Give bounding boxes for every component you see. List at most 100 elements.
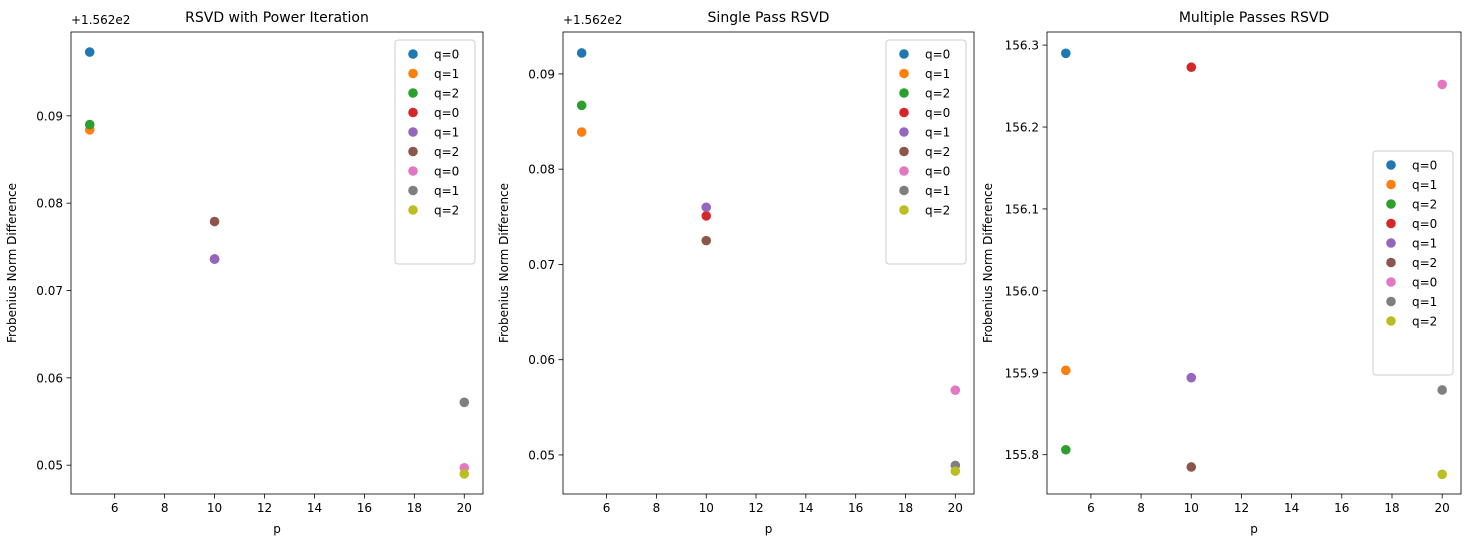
x-tick-label: 18 [1384, 501, 1399, 515]
data-point [1061, 48, 1071, 59]
legend-marker [408, 146, 418, 157]
legend-marker [408, 88, 418, 98]
legend-label: q=0 [925, 48, 950, 62]
data-point [1186, 372, 1197, 383]
legend-label: q=0 [1412, 159, 1437, 173]
legend-marker [899, 127, 909, 137]
data-point [701, 235, 712, 246]
data-point [950, 385, 961, 395]
legend: q=0 q=1 q=2 q=0 q=1 q=2 q=0 q=1 q=2 [885, 39, 967, 265]
x-tick-label: 12 [748, 501, 763, 515]
legend-label: q=1 [434, 184, 459, 198]
legend: q=0 q=1 q=2 q=0 q=1 q=2 q=0 q=1 q=2 [1372, 150, 1454, 376]
y-axis-label: Frobenius Norm Difference [5, 183, 19, 343]
y-tick-label: 0.06 [528, 353, 555, 367]
legend-label: q=0 [925, 165, 950, 179]
y-tick-label: 0.09 [528, 67, 555, 81]
legend-marker [1386, 257, 1396, 268]
x-tick-label: 10 [699, 501, 714, 515]
legend-label: q=2 [925, 87, 950, 101]
data-point [576, 127, 587, 137]
x-tick-label: 8 [1137, 501, 1145, 515]
legend-marker [1386, 316, 1396, 326]
y-tick-label: 0.09 [36, 109, 63, 123]
data-point [576, 100, 587, 111]
subplot-1: RSVD with Power Iteration +1.562e2 6 8 10 12 1… [5, 10, 484, 536]
legend-label: q=2 [1412, 256, 1437, 270]
y-tick-label: 0.05 [528, 448, 555, 462]
data-point [1061, 365, 1071, 376]
legend-marker [1386, 296, 1396, 307]
x-tick-label: 20 [948, 501, 963, 515]
legend-marker [899, 107, 909, 118]
y-tick-label: 156.0 [1005, 284, 1039, 298]
x-tick-label: 6 [603, 501, 611, 515]
x-axis-label: p [765, 522, 773, 536]
axes-frame [1046, 31, 1462, 495]
legend-marker [899, 68, 909, 79]
legend-marker [899, 185, 909, 196]
x-tick-label: 6 [1087, 501, 1095, 515]
y-offset-label: +1.562e2 [71, 13, 130, 27]
x-tick-label: 14 [798, 501, 813, 515]
subplot-3: Multiple Passes RSVD 6 8 10 12 14 16 18 20 155.8 1… [981, 10, 1462, 536]
y-offset-label: +1.562e2 [563, 13, 622, 27]
legend-marker [1386, 218, 1396, 229]
x-tick-label: 8 [161, 501, 169, 515]
x-tick-label: 6 [111, 501, 119, 515]
legend-label: q=1 [434, 67, 459, 81]
x-tick-label: 16 [357, 501, 372, 515]
axes-frame [562, 31, 975, 495]
legend-label: q=0 [434, 165, 459, 179]
data-point [209, 216, 220, 227]
chart-title: Single Pass RSVD [708, 10, 830, 26]
legend-label: q=1 [1412, 295, 1437, 309]
x-tick-label: 14 [307, 501, 322, 515]
legend-marker [408, 127, 418, 137]
legend-marker [1386, 179, 1396, 190]
legend-label: q=1 [434, 126, 459, 140]
data-point [1437, 469, 1447, 480]
legend-label: q=0 [1412, 276, 1437, 290]
data-point [459, 469, 470, 479]
legend-label: q=2 [1412, 198, 1437, 212]
legend: q=0 q=1 q=2 q=0 q=1 q=2 q=0 q=1 q=2 [394, 39, 476, 265]
x-axis-label: p [1250, 522, 1258, 536]
y-tick-label: 0.05 [36, 459, 63, 473]
y-tick-label: 156.3 [1005, 39, 1039, 53]
legend-label: q=1 [925, 184, 950, 198]
legend-marker [408, 107, 418, 118]
legend-label: q=2 [434, 87, 459, 101]
legend-label: q=2 [1412, 315, 1437, 329]
data-point [701, 202, 712, 213]
y-tick-label: 155.9 [1005, 366, 1039, 380]
chart-title: Multiple Passes RSVD [1179, 10, 1329, 26]
legend-marker [1386, 238, 1396, 248]
x-tick-label: 12 [257, 501, 272, 515]
data-point [950, 466, 961, 476]
data-point [1437, 385, 1447, 395]
legend-label: q=2 [434, 145, 459, 159]
data-point [1186, 462, 1197, 472]
x-tick-label: 18 [898, 501, 913, 515]
legend-label: q=1 [925, 126, 950, 140]
y-tick-label: 155.8 [1005, 448, 1039, 462]
x-tick-label: 18 [407, 501, 422, 515]
data-point [459, 397, 470, 408]
legend-label: q=1 [925, 67, 950, 81]
legend-marker [1386, 160, 1396, 170]
legend-label: q=0 [1412, 217, 1437, 231]
legend-marker [899, 146, 909, 157]
legend-marker [408, 166, 418, 176]
legend-marker [899, 205, 909, 215]
data-point [1186, 62, 1197, 73]
legend-marker [899, 88, 909, 98]
x-tick-label: 16 [848, 501, 863, 515]
legend-marker [408, 185, 418, 196]
x-tick-label: 14 [1284, 501, 1299, 515]
y-tick-label: 0.07 [528, 258, 555, 272]
legend-marker [408, 49, 418, 59]
x-axis-label: p [273, 522, 281, 536]
